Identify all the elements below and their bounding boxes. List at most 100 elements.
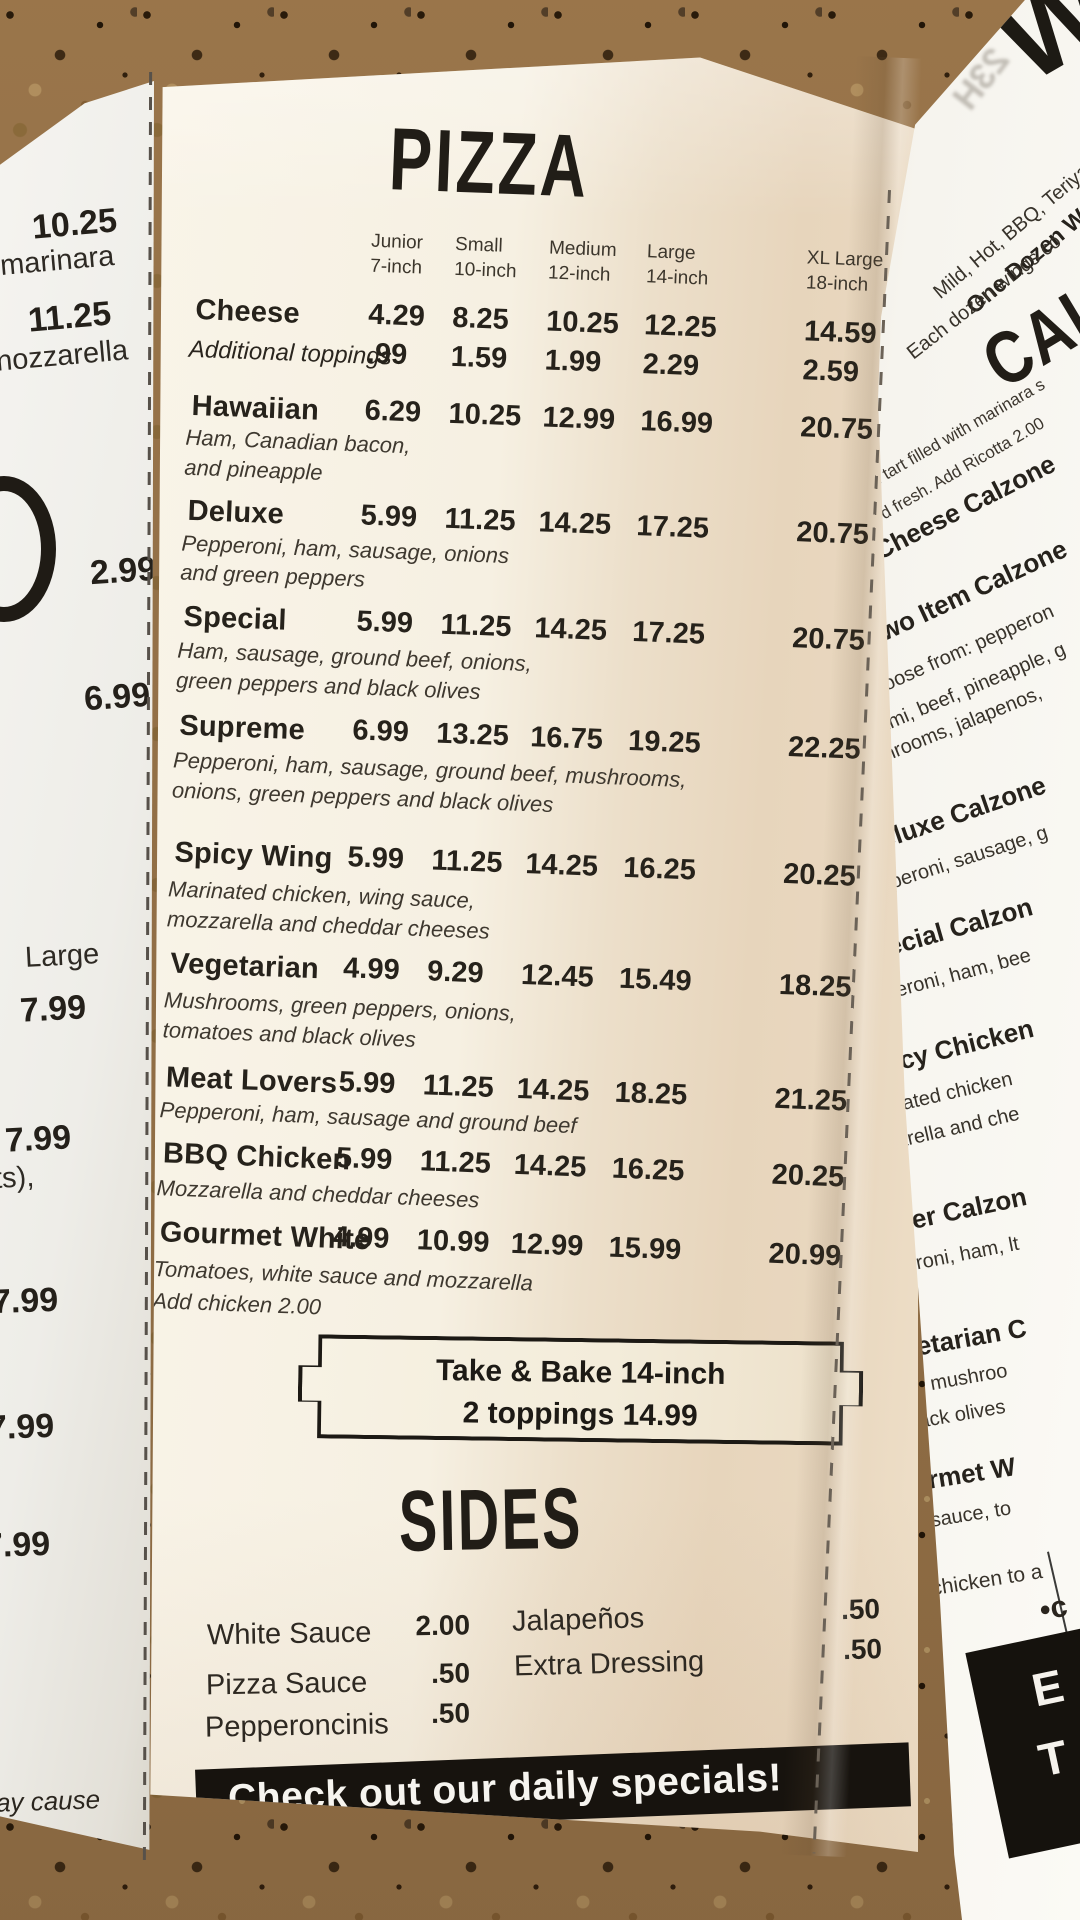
pizza-price: 16.75 (529, 721, 604, 756)
banner-text: Check out our daily specials! (227, 1756, 783, 1821)
pizza-item-name: Deluxe (187, 494, 285, 531)
pizza-item-desc: Ham, Canadian bacon, (185, 424, 411, 459)
left-price: 6.99 (82, 675, 152, 719)
left-price: 7.99 (19, 988, 88, 1030)
pizza-item-name: Additional toppings (188, 335, 393, 371)
pizza-price: 19.25 (627, 724, 702, 760)
take-and-bake-ticket: Take & Bake 14-inch 2 toppings 14.99 (297, 1334, 863, 1446)
pizza-price: 2.29 (642, 348, 700, 383)
coupon-letter: E (1027, 1659, 1069, 1717)
pizza-price: 11.25 (439, 608, 513, 644)
pizza-price: 15.99 (608, 1231, 682, 1267)
pizza-price: 10.25 (448, 397, 522, 433)
left-price: 7.99 (0, 1280, 59, 1322)
side-item-price: .50 (842, 1633, 883, 1666)
column-header-junior: Junior 7-inch (370, 229, 424, 281)
sides-title: SIDES (398, 1469, 584, 1570)
pizza-price: 5.99 (338, 1066, 396, 1101)
pizza-price: 14.25 (537, 506, 612, 542)
showthrough-text: 23H (944, 40, 1018, 118)
pizza-price: 4.99 (342, 952, 401, 987)
partial-glyph (0, 476, 56, 622)
side-item-name: Jalapeños (511, 1602, 645, 1638)
side-item-name: Extra Dressing (513, 1645, 705, 1683)
pizza-price: 10.99 (416, 1224, 491, 1259)
side-item-price: .50 (430, 1657, 471, 1690)
pizza-price: 20.75 (791, 622, 866, 657)
pizza-price: 14.25 (513, 1148, 587, 1184)
pizza-price: 14.25 (524, 848, 599, 883)
pizza-price: 2.59 (801, 354, 860, 389)
column-inches: 18-inch (805, 272, 869, 296)
column-header-small: Small 10-inch (454, 232, 518, 285)
pizza-price: 10.25 (545, 305, 620, 341)
left-price: 7.99 (0, 1406, 55, 1448)
pizza-item-name: Spicy Wing (173, 836, 334, 875)
side-item-price: 2.00 (415, 1609, 471, 1642)
pizza-price: 21.25 (773, 1082, 848, 1118)
coupon-letter: T (1034, 1729, 1073, 1787)
pizza-price: 14.59 (803, 315, 878, 351)
pizza-item-desc: tomatoes and black olives (162, 1017, 417, 1052)
pizza-price: 5.99 (346, 841, 405, 876)
pizza-item-desc: Add chicken 2.00 (151, 1288, 322, 1320)
pizza-price: 18.25 (778, 968, 853, 1004)
pizza-price: 6.29 (364, 394, 422, 429)
pizza-price: 17.25 (631, 615, 706, 651)
pizza-price: 16.25 (611, 1152, 685, 1188)
center-menu-panel: PIZZA Junior 7-inch Small 10-inch Medium… (150, 57, 918, 1852)
pizza-price: 20.25 (782, 857, 857, 893)
column-inches: 12-inch (547, 262, 611, 286)
pizza-price: 16.99 (639, 405, 714, 440)
pizza-price: 5.99 (360, 499, 418, 534)
pizza-title: PIZZA (387, 110, 592, 217)
pizza-item-desc: Mozzarella and cheddar cheeses (156, 1175, 480, 1213)
pizza-table: PIZZA Junior 7-inch Small 10-inch Medium… (150, 60, 915, 1388)
pizza-price: 4.29 (367, 298, 426, 333)
ticket-line2: 2 toppings 14.99 (462, 1396, 698, 1433)
left-label: marinara (0, 240, 116, 282)
left-price: 7.99 (0, 1524, 51, 1566)
coupon-black-box: E T (965, 1611, 1080, 1859)
pizza-price: 13.25 (435, 717, 510, 753)
pizza-price: 18.25 (614, 1076, 688, 1112)
column-inches: 7-inch (369, 255, 423, 279)
left-label: Large (24, 938, 100, 974)
pizza-price: 8.25 (451, 301, 510, 336)
pizza-price: 12.99 (541, 401, 616, 437)
pizza-price: 11.25 (422, 1069, 495, 1104)
left-label: ts), (0, 1160, 36, 1196)
pizza-price: 5.99 (355, 605, 414, 640)
pizza-price: 6.99 (351, 714, 410, 749)
left-menu-panel: 10.25 marinara 11.25 nozzarella 2.99 6.9… (0, 80, 154, 1850)
pizza-price: 12.25 (643, 309, 718, 344)
column-size: XL Large (806, 247, 884, 272)
column-inches: 10-inch (453, 258, 517, 283)
pizza-item-name: Special (183, 600, 288, 637)
side-item-price: .50 (430, 1697, 471, 1730)
side-item-name: White Sauce (206, 1616, 372, 1652)
column-header-medium: Medium 12-inch (548, 235, 617, 288)
pizza-item-name: Cheese (194, 293, 301, 330)
pizza-price: 14.25 (516, 1072, 590, 1108)
column-header-xl-large: XL Large 18-inch (805, 245, 884, 298)
pizza-item-name: BBQ Chicken (162, 1137, 352, 1177)
pizza-price: 1.59 (450, 340, 508, 375)
pizza-price: 20.75 (799, 411, 874, 447)
pizza-price: .99 (366, 337, 408, 372)
left-note: ay cause (0, 1784, 101, 1818)
pizza-price: 17.25 (635, 510, 710, 545)
pizza-item-name: Vegetarian (169, 947, 320, 986)
column-inches: 14-inch (645, 266, 709, 290)
pizza-price: 22.25 (787, 731, 862, 766)
take-and-bake-ticket-inner: Take & Bake 14-inch 2 toppings 14.99 (301, 1338, 859, 1442)
column-header-large: Large 14-inch (646, 239, 710, 292)
column-size: Medium (548, 237, 618, 262)
coupon-fragment: •c (1036, 1589, 1071, 1628)
pizza-price: 16.25 (622, 851, 697, 887)
pizza-item-name: Meat Lovers (165, 1061, 338, 1100)
pizza-price: 12.45 (520, 958, 595, 994)
pizza-item-name: Supreme (178, 709, 306, 747)
pizza-price: 11.25 (443, 502, 517, 538)
